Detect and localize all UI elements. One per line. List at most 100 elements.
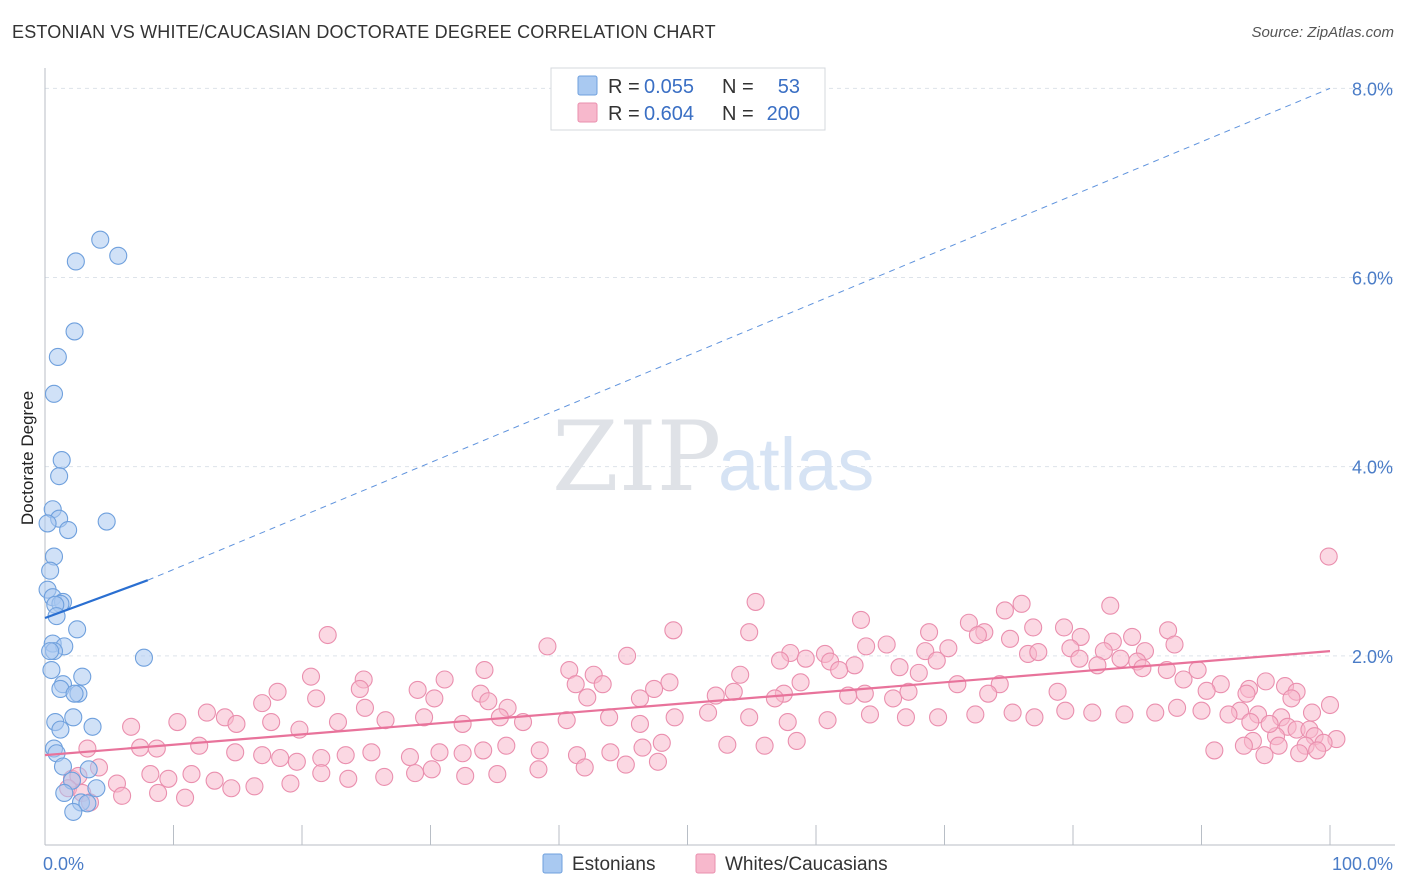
white-point-156 — [271, 748, 290, 768]
legend-n-label-2: N = — [722, 103, 754, 125]
white-point-78 — [765, 689, 784, 708]
white-point-18 — [1123, 627, 1142, 646]
white-point-4 — [995, 601, 1014, 620]
white-point-35 — [796, 649, 815, 668]
white-point-153 — [190, 736, 209, 755]
white-point-52 — [435, 670, 454, 689]
white-point-21 — [857, 637, 876, 656]
white-point-67 — [593, 675, 612, 694]
white-point-105 — [1290, 744, 1309, 763]
white-point-184 — [281, 774, 300, 793]
white-point-181 — [205, 771, 224, 790]
white-point-132 — [740, 708, 759, 727]
estonian-point-7 — [50, 467, 69, 486]
white-point-12 — [920, 623, 939, 642]
estonian-point-26 — [134, 648, 153, 667]
white-point-37 — [1070, 649, 1089, 668]
white-point-147 — [1219, 705, 1238, 724]
white-point-128 — [600, 708, 619, 727]
white-point-24 — [939, 639, 958, 658]
white-point-44 — [1133, 659, 1152, 678]
white-point-51 — [731, 665, 750, 684]
white-point-160 — [362, 743, 381, 762]
white-point-16 — [968, 625, 987, 645]
tick-labels: 2.0% 4.0% 6.0% 8.0% 0.0% 100.0% — [43, 79, 1393, 874]
correlation-legend: R = 0.055 N = 53 R = 0.604 N = 200 — [550, 67, 826, 131]
estonian-point-25 — [41, 642, 60, 661]
white-point-10 — [664, 621, 683, 640]
estonian-point-10 — [59, 521, 78, 540]
white-trend-solid — [44, 650, 1331, 757]
series-legend: Estonians Whites/Caucasians — [542, 853, 888, 875]
y-axis-title: Doctorate Degree — [18, 391, 37, 525]
estonian-point-2 — [66, 252, 85, 271]
white-point-49 — [909, 663, 928, 682]
white-point-159 — [336, 746, 355, 765]
white-point-86 — [1282, 689, 1301, 708]
white-point-173 — [787, 731, 806, 751]
legend-n-label-1: N = — [722, 76, 754, 98]
x-tick-label-0: 0.0% — [43, 854, 84, 874]
bottom-legend-swatch-whites — [695, 853, 716, 874]
white-point-88 — [1302, 703, 1322, 722]
white-point-188 — [406, 764, 425, 783]
watermark: ZIP atlas — [552, 401, 874, 513]
y-tick-label-2: 6.0% — [1352, 269, 1393, 289]
estonian-point-45 — [78, 794, 97, 813]
estonian-point-5 — [44, 384, 64, 403]
white-point-119 — [262, 712, 281, 732]
estonian-point-4 — [48, 347, 67, 367]
white-point-81 — [899, 682, 918, 701]
white-point-114 — [197, 703, 216, 722]
white-point-58 — [1256, 672, 1275, 691]
white-point-68 — [645, 679, 664, 698]
estonian-point-35 — [83, 717, 102, 736]
white-point-53 — [660, 673, 679, 692]
white-point-23 — [538, 637, 557, 656]
watermark-zip: ZIP — [552, 401, 721, 513]
white-point-133 — [778, 712, 797, 732]
white-point-137 — [929, 708, 948, 727]
estonian-point-42 — [55, 783, 74, 803]
white-point-43 — [830, 660, 849, 680]
white-point-144 — [1146, 703, 1165, 722]
white-point-113 — [253, 694, 272, 713]
estonian-point-32 — [65, 684, 84, 703]
white-point-110 — [355, 698, 375, 717]
white-point-134 — [818, 711, 837, 730]
white-point-146 — [1192, 701, 1211, 720]
white-point-179 — [159, 769, 178, 788]
white-point-117 — [168, 712, 187, 732]
white-point-154 — [226, 743, 245, 762]
white-point-191 — [488, 765, 507, 784]
legend-r-value-1: 0.055 — [644, 76, 694, 98]
white-point-11 — [740, 623, 759, 642]
white-point-5 — [851, 610, 871, 629]
y-tick-label-0: 2.0% — [1352, 647, 1393, 667]
white-point-150 — [78, 739, 97, 758]
y-tick-label-1: 4.0% — [1352, 458, 1393, 478]
white-point-82 — [979, 684, 998, 703]
legend-r-label-2: R = — [608, 103, 640, 125]
white-point-199 — [113, 786, 132, 805]
estonian-point-27 — [42, 660, 61, 680]
white-point-142 — [1083, 703, 1102, 722]
white-point-139 — [1003, 703, 1022, 722]
white-point-1 — [746, 592, 765, 611]
estonian-point-6 — [52, 451, 71, 470]
white-point-130 — [665, 708, 684, 727]
white-point-185 — [312, 764, 331, 783]
grid-lines — [45, 87, 1395, 657]
white-point-8 — [1054, 618, 1074, 637]
legend-swatch-whites — [577, 102, 598, 123]
white-point-7 — [1024, 618, 1043, 637]
white-point-80 — [884, 689, 903, 708]
white-point-129 — [630, 714, 650, 733]
white-point-124 — [453, 714, 472, 733]
white-point-31 — [1029, 643, 1048, 662]
white-point-118 — [227, 714, 246, 733]
white-point-161 — [400, 747, 419, 767]
x-tick-label-1: 100.0% — [1332, 854, 1393, 874]
white-point-121 — [328, 712, 348, 732]
white-point-136 — [896, 708, 916, 727]
